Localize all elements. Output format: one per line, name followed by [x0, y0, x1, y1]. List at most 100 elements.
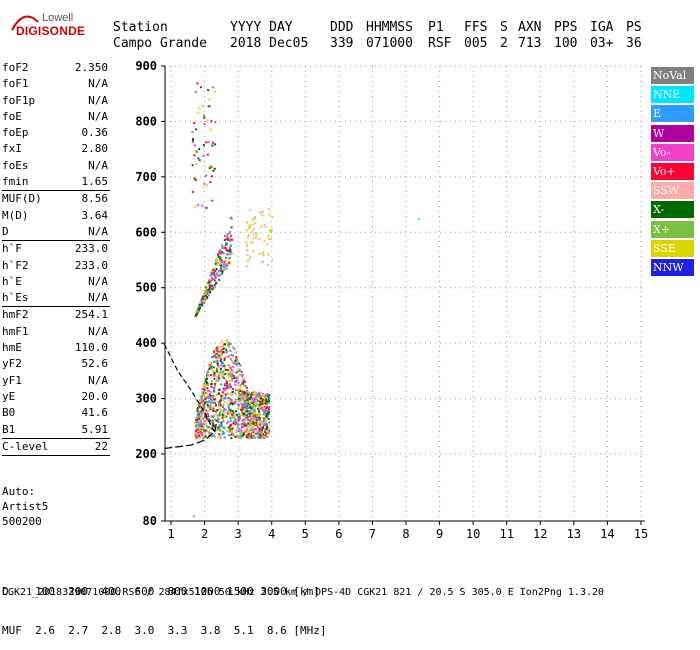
echo-point — [237, 422, 239, 425]
param-row: MUF(D) 8.56 — [2, 191, 110, 207]
echo-point — [201, 204, 204, 207]
echo-point — [229, 428, 232, 431]
echo-point — [253, 408, 256, 411]
echo-point — [202, 383, 205, 386]
echo-point — [221, 250, 224, 253]
echo-point — [211, 269, 214, 272]
echo-point — [266, 406, 269, 409]
echo-point — [242, 414, 245, 417]
param-separator — [2, 306, 110, 308]
echo-point — [242, 432, 245, 435]
echo-point — [267, 401, 269, 403]
echo-point — [255, 393, 258, 396]
echo-point — [202, 412, 205, 415]
echo-point — [219, 354, 222, 357]
echo-point — [248, 429, 251, 432]
echo-point — [237, 417, 240, 420]
echo-point — [208, 405, 211, 408]
echo-point — [251, 412, 254, 415]
echo-point — [225, 379, 228, 381]
echo-point — [236, 377, 239, 380]
legend-item: SSW — [651, 182, 694, 200]
echo-point — [205, 287, 208, 290]
echo-point — [195, 431, 198, 434]
echo-point — [221, 433, 224, 436]
echo-point — [203, 297, 206, 300]
echo-point — [268, 402, 271, 405]
param-name: fmin — [2, 175, 29, 189]
echo-point — [192, 138, 194, 140]
echo-point — [217, 366, 220, 369]
echo-point — [253, 434, 256, 437]
echo-point — [201, 105, 204, 108]
echo-point — [260, 403, 262, 406]
echo-point — [225, 265, 227, 267]
echo-point — [255, 403, 258, 406]
x-tick-label: 14 — [600, 527, 614, 541]
echo-point — [264, 419, 267, 422]
echo-point — [229, 253, 232, 256]
echo-point — [245, 241, 248, 244]
echo-point — [256, 413, 259, 415]
echo-point — [249, 224, 252, 227]
echo-point — [205, 206, 208, 209]
echo-point — [255, 234, 258, 237]
echo-point — [206, 383, 209, 386]
header-value-station: Campo Grande — [113, 36, 207, 51]
echo-point — [258, 238, 261, 240]
echo-point — [242, 434, 244, 437]
echo-point — [252, 250, 255, 253]
header-label-s: S — [500, 20, 508, 35]
echo-point — [205, 409, 208, 412]
echo-point — [261, 214, 264, 217]
echo-point — [251, 436, 254, 439]
echo-point — [213, 270, 216, 273]
echo-point — [204, 294, 207, 297]
echo-point — [263, 405, 266, 408]
echo-point — [246, 416, 249, 419]
echo-point — [259, 400, 262, 403]
echo-point — [222, 412, 225, 415]
y-tick-label: 200 — [135, 447, 157, 461]
echo-point — [241, 419, 244, 422]
param-row: h`Es N/A — [2, 290, 110, 306]
echo-point — [205, 429, 208, 432]
echo-point — [218, 278, 221, 281]
param-value: N/A — [88, 109, 108, 123]
echo-point — [226, 239, 229, 241]
echo-point — [220, 350, 223, 353]
echo-point — [246, 409, 249, 412]
param-value: 2.350 — [74, 61, 108, 74]
echo-point — [256, 424, 259, 427]
echo-point — [203, 436, 206, 439]
echo-point — [203, 427, 205, 430]
echo-point — [209, 419, 212, 422]
echo-point — [207, 427, 210, 430]
legend-item: Vo- — [651, 143, 694, 161]
echo-point — [220, 395, 223, 398]
echo-point — [194, 91, 197, 94]
echo-point — [229, 383, 232, 386]
echo-point — [207, 294, 210, 297]
echo-point — [243, 408, 246, 411]
echo-point — [215, 282, 218, 285]
echo-point — [228, 426, 231, 429]
echo-point — [223, 436, 226, 439]
echo-point — [244, 429, 247, 432]
echo-point — [270, 237, 273, 240]
echo-point — [199, 411, 202, 414]
echo-point — [262, 420, 265, 423]
echo-point — [228, 403, 231, 406]
echo-point — [229, 230, 232, 233]
echo-point — [207, 418, 210, 421]
echo-point — [235, 399, 238, 402]
echo-point — [263, 240, 266, 242]
echo-point — [244, 399, 247, 402]
echo-point — [221, 413, 224, 416]
echo-point — [227, 399, 230, 402]
echo-point — [204, 400, 207, 403]
echo-point — [197, 403, 200, 406]
x-tick-label: 1 — [167, 527, 174, 541]
param-name: B0 — [2, 406, 16, 420]
echo-point — [263, 393, 266, 396]
